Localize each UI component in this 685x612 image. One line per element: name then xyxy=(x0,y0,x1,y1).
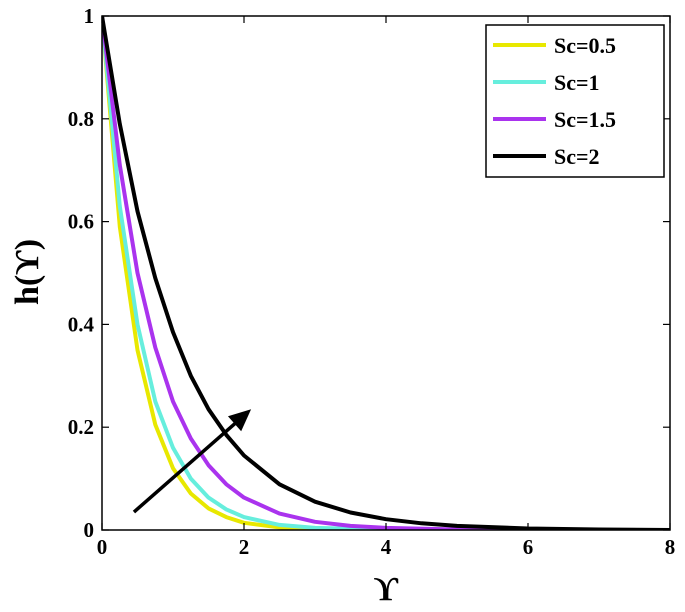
series-line-4 xyxy=(102,16,670,530)
x-tick-label: 2 xyxy=(239,535,250,559)
series-line-1 xyxy=(102,16,670,530)
x-axis-label: ϒ xyxy=(374,571,399,608)
y-tick-label: 0 xyxy=(84,518,95,542)
increase-arrow-head xyxy=(227,409,252,432)
y-tick-label: 0.2 xyxy=(68,415,94,439)
y-tick-label: 0.8 xyxy=(68,107,94,131)
legend-entry: Sc=2 xyxy=(554,144,600,169)
x-tick-label: 4 xyxy=(381,535,392,559)
annotation-layer xyxy=(132,409,252,514)
x-tick-label: 8 xyxy=(665,535,676,559)
legend-entry: Sc=1.5 xyxy=(554,107,616,132)
series-line-2 xyxy=(102,16,670,530)
y-tick-label: 1 xyxy=(84,4,95,28)
y-axis-label: h(ϒ) xyxy=(9,239,46,305)
x-tick-label: 6 xyxy=(523,535,534,559)
increase-arrow-shaft xyxy=(132,416,243,514)
legend-entry: Sc=1 xyxy=(554,70,600,95)
x-tick-label: 0 xyxy=(97,535,108,559)
legend-box xyxy=(485,24,665,178)
y-tick-label: 0.4 xyxy=(68,312,95,336)
axes-layer: 0 2 4 6 8 0 0.2 0.4 0.6 0.8 1 xyxy=(68,4,676,559)
y-tick-label: 0.6 xyxy=(68,210,94,234)
legend-entry: Sc=0.5 xyxy=(554,33,616,58)
legend: Sc=0.5 Sc=1 Sc=1.5 Sc=2 xyxy=(485,24,665,178)
